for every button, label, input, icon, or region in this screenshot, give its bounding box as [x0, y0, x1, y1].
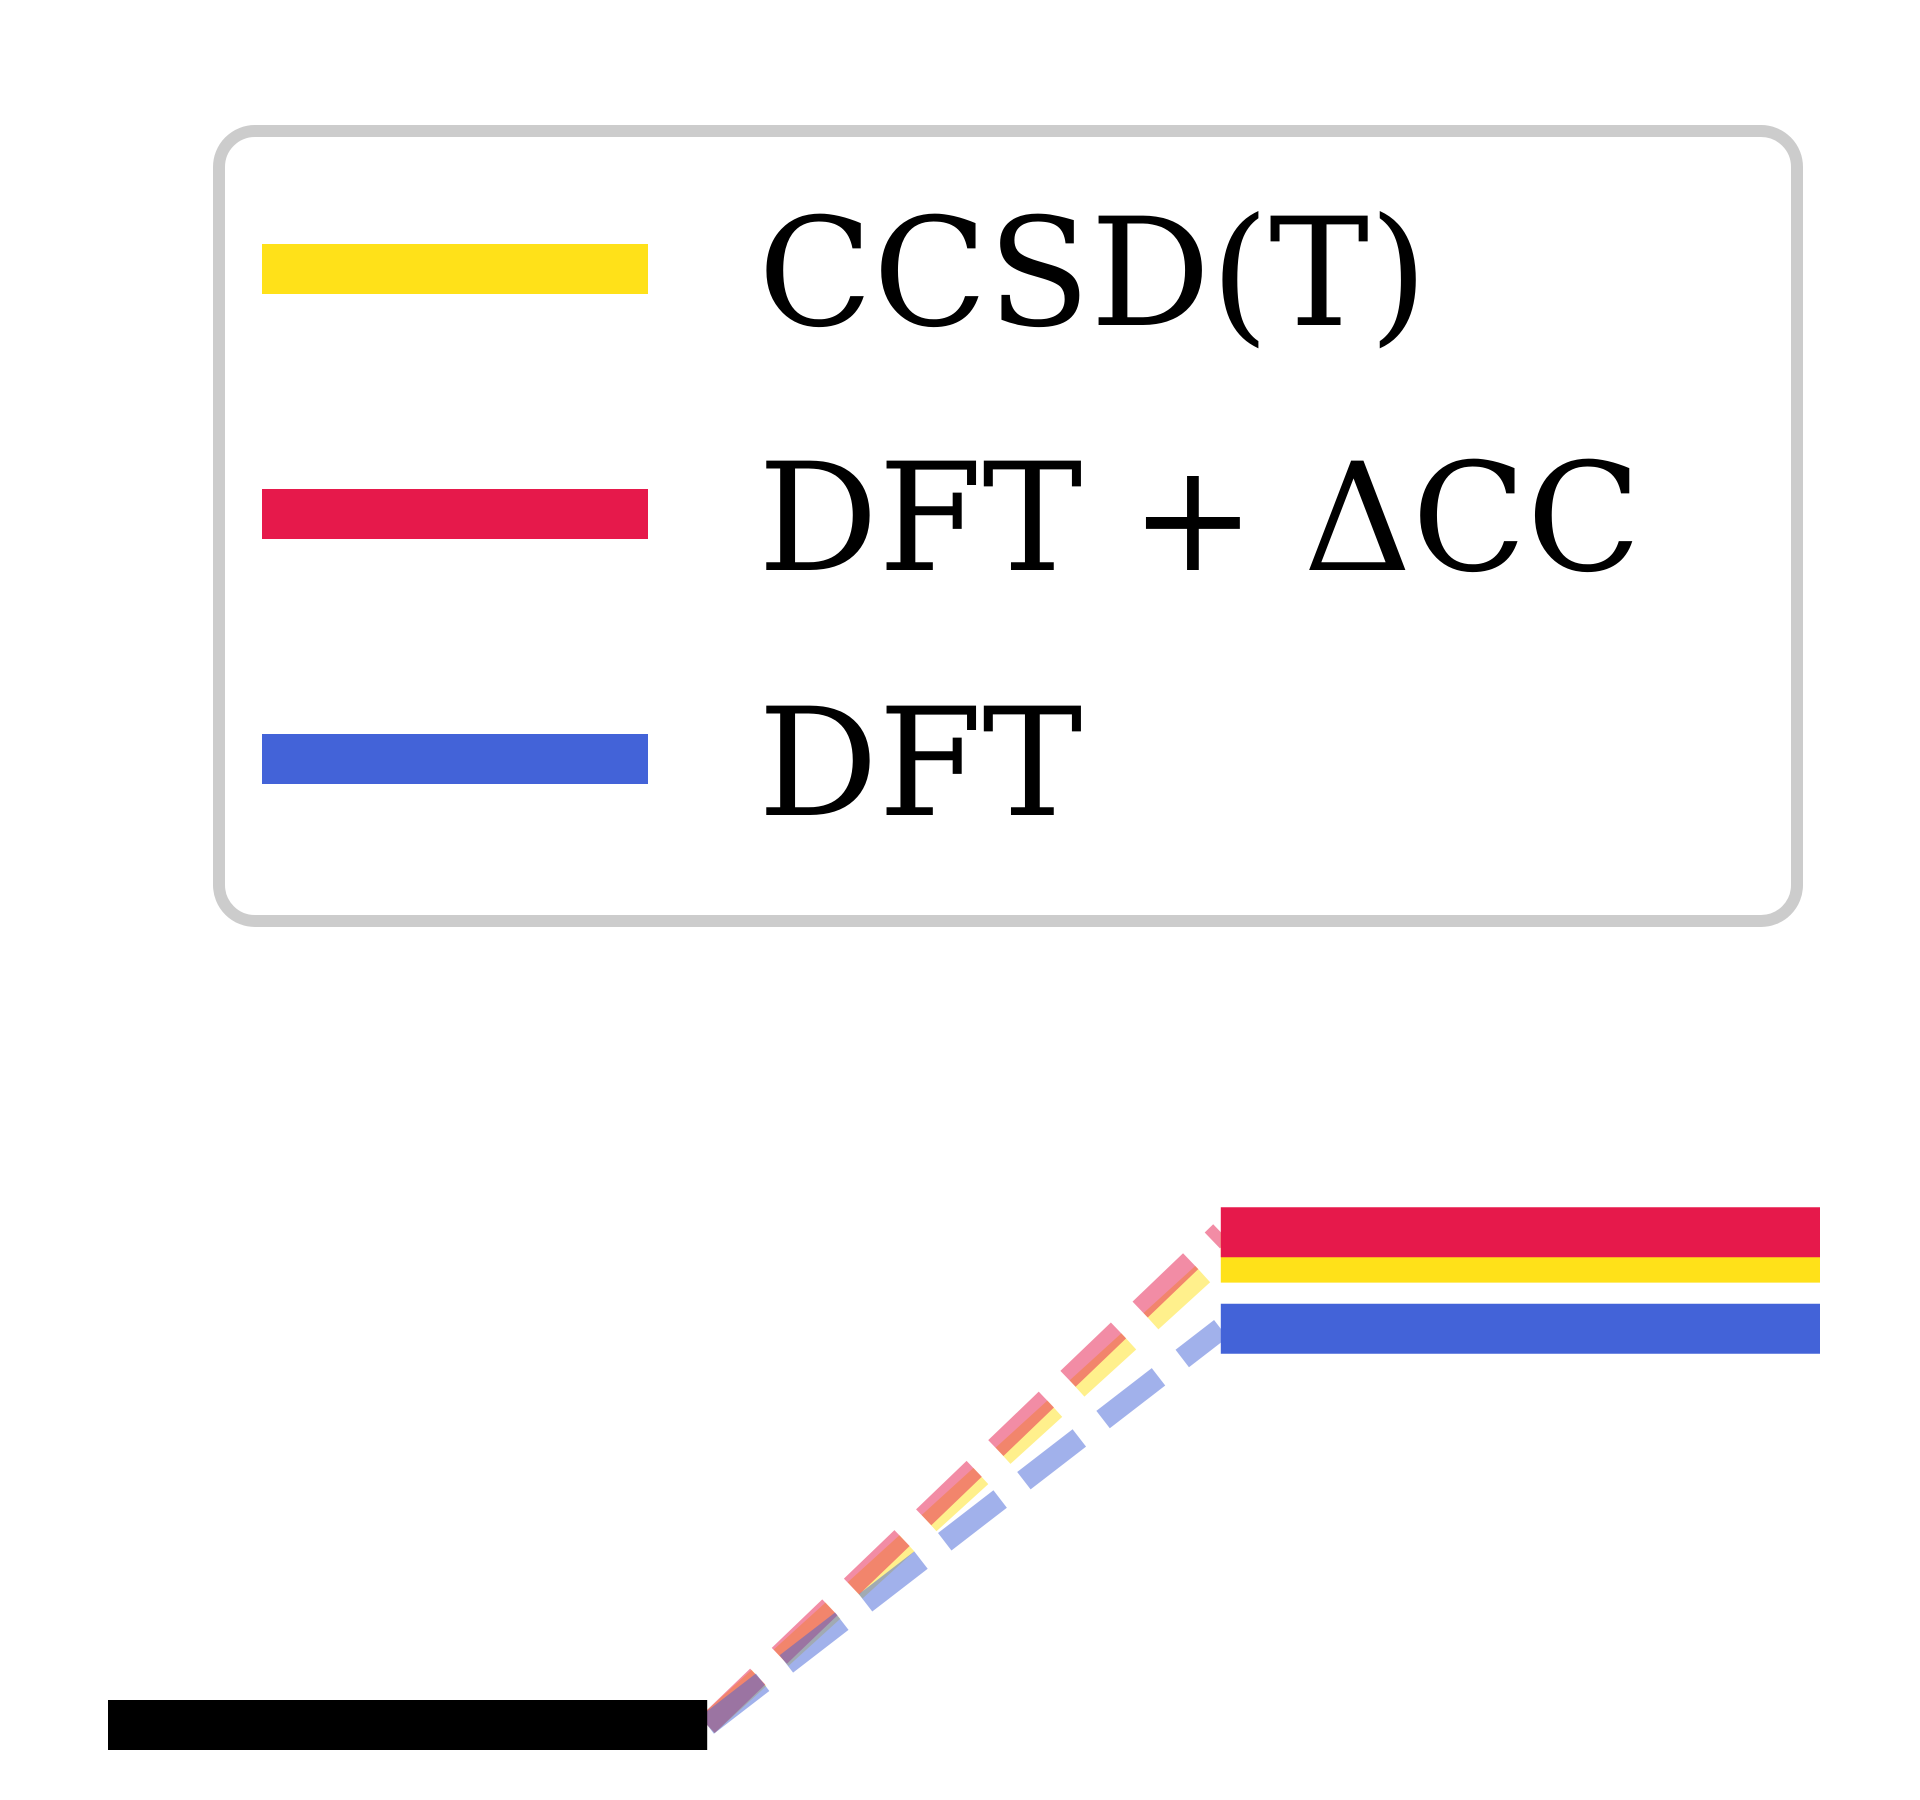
connector-1 [699, 1224, 1229, 1733]
legend-swatch-0 [262, 244, 648, 294]
legend: CCSD(T) DFT + ΔCC DFT [213, 125, 1803, 927]
legend-swatch-2 [262, 734, 648, 784]
legend-entries: CCSD(T) DFT + ΔCC DFT [262, 187, 1641, 851]
legend-frame [213, 125, 1803, 927]
legend-label-2: DFT [758, 677, 1082, 851]
legend-label-0: CCSD(T) [758, 187, 1428, 361]
plot-area [108, 1207, 1820, 1750]
legend-label-1: DFT + ΔCC [758, 432, 1641, 606]
legend-swatch-1 [262, 489, 648, 539]
connector-2 [700, 1320, 1228, 1734]
